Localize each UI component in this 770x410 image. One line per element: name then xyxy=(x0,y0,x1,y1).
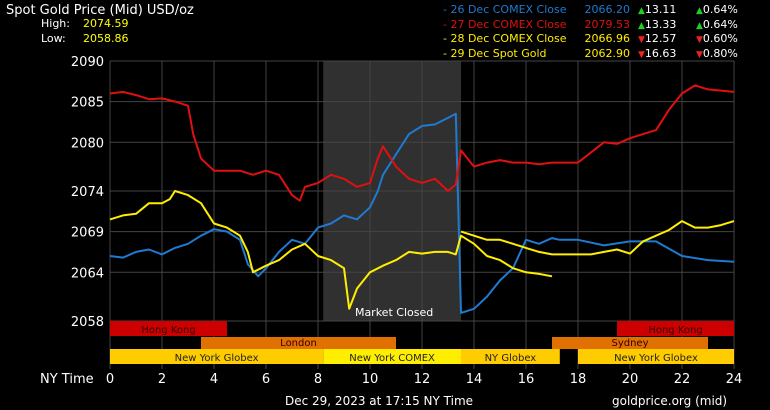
session-label: Sydney xyxy=(611,338,648,349)
grid xyxy=(109,60,735,369)
series-line-3 xyxy=(460,220,735,256)
legend-pct-2: ▼0.60% xyxy=(696,32,738,45)
session-label: NY Globex xyxy=(485,353,537,364)
session-label: New York COMEX xyxy=(349,353,435,364)
legend-pct-1: ▲0.64% xyxy=(696,17,738,31)
legend-price-3: 2062.90 xyxy=(584,46,631,60)
page-title: Spot Gold Price (Mid) USD/oz xyxy=(6,3,194,18)
high-label: High: xyxy=(41,17,70,30)
session-bar xyxy=(110,321,227,336)
legend-pct-3: ▼0.80% xyxy=(696,46,738,60)
y-tick-label: 2064 xyxy=(71,266,104,281)
series-line-2 xyxy=(109,190,553,310)
session-bar xyxy=(617,321,734,336)
footer-source: goldprice.org (mid) xyxy=(612,394,728,408)
low-value: 2058.86 xyxy=(83,32,129,45)
session-bar xyxy=(461,349,560,364)
legend-change-1: ▲13.33 xyxy=(638,17,677,31)
x-tick-label: 8 xyxy=(314,372,322,387)
legend-price-0: 2066.20 xyxy=(584,3,631,16)
y-tick-label: 2058 xyxy=(71,315,104,330)
x-tick-label: 0 xyxy=(106,372,114,387)
up-arrow-icon: ▲ xyxy=(696,6,703,16)
legend-change-3: ▼16.63 xyxy=(638,46,677,60)
legend-price-2: 2066.96 xyxy=(584,32,631,45)
session-bar xyxy=(552,337,708,349)
legend-label-0: - 26 Dec COMEX Close xyxy=(443,3,567,16)
legend: - 26 Dec COMEX Close 2066.20 ▲13.11 ▲0.64% -… xyxy=(440,3,770,61)
series-line-1 xyxy=(109,84,735,202)
legend-label-2: - 28 Dec COMEX Close xyxy=(443,32,567,45)
x-tick-label: 6 xyxy=(262,372,270,387)
market-closed-label: Market Closed xyxy=(355,306,433,319)
x-tick-label: 2 xyxy=(158,372,166,387)
x-tick-label: 10 xyxy=(362,372,379,387)
x-tick-label: 16 xyxy=(518,372,535,387)
low-label: Low: xyxy=(41,32,66,45)
legend-change-0: ▲13.11 xyxy=(638,3,677,16)
session-bar xyxy=(578,349,734,364)
up-arrow-icon: ▲ xyxy=(696,20,703,31)
down-arrow-icon: ▼ xyxy=(696,49,703,60)
y-tick-label: 2074 xyxy=(71,185,104,200)
session-label: London xyxy=(280,338,317,349)
x-tick-label: 24 xyxy=(726,372,743,387)
session-label: New York Globex xyxy=(175,353,259,364)
up-arrow-icon: ▲ xyxy=(638,6,645,16)
x-axis-label: NY Time xyxy=(40,372,94,387)
y-tick-label: 2069 xyxy=(71,226,104,241)
session-label: Hong Kong xyxy=(648,325,702,336)
y-tick-label: 2090 xyxy=(71,55,104,70)
high-value: 2074.59 xyxy=(83,17,129,30)
session-bar xyxy=(201,337,396,349)
x-tick-label: 4 xyxy=(210,372,218,387)
down-arrow-icon: ▼ xyxy=(638,35,645,45)
y-tick-label: 2085 xyxy=(71,96,104,111)
down-arrow-icon: ▼ xyxy=(696,35,703,45)
x-tick-label: 20 xyxy=(622,372,639,387)
down-arrow-icon: ▼ xyxy=(638,49,645,60)
legend-pct-0: ▲0.64% xyxy=(696,3,738,16)
legend-label-3: - 29 Dec Spot Gold xyxy=(443,46,547,60)
footer-date: Dec 29, 2023 at 17:15 NY Time xyxy=(285,394,474,408)
session-bar xyxy=(323,349,461,364)
series-line-0 xyxy=(109,112,735,314)
legend-price-1: 2079.53 xyxy=(584,17,631,31)
x-tick-label: 22 xyxy=(674,372,691,387)
x-tick-label: 12 xyxy=(414,372,431,387)
up-arrow-icon: ▲ xyxy=(638,20,645,31)
session-bar xyxy=(110,349,324,364)
session-label: Hong Kong xyxy=(141,325,195,336)
x-tick-label: 14 xyxy=(466,372,483,387)
legend-change-2: ▼12.57 xyxy=(638,32,677,45)
session-label: New York Globex xyxy=(614,353,698,364)
x-tick-label: 18 xyxy=(570,372,587,387)
legend-label-1: - 27 Dec COMEX Close xyxy=(443,17,567,31)
y-tick-label: 2080 xyxy=(71,136,104,151)
